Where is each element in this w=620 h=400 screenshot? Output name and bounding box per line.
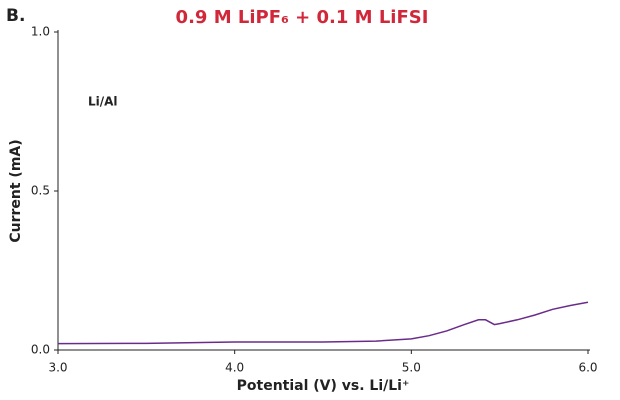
chart-title: 0.9 M LiPF₆ + 0.1 M LiFSI: [176, 7, 429, 28]
y-tick-label: 1.0: [31, 25, 50, 39]
x-tick-label: 5.0: [402, 361, 421, 375]
annotation: Li/Al: [88, 95, 118, 109]
x-tick-label: 4.0: [225, 361, 244, 375]
x-tick-label: 6.0: [578, 361, 597, 375]
x-axis-label: Potential (V) vs. Li/Li⁺: [237, 378, 410, 394]
panel-label: B.: [6, 6, 25, 26]
y-axis-label: Current (mA): [8, 139, 24, 242]
y-tick-label: 0.0: [31, 343, 50, 357]
x-tick-label: 3.0: [48, 361, 67, 375]
data-line: [57, 301, 589, 345]
y-tick-label: 0.5: [31, 184, 50, 198]
